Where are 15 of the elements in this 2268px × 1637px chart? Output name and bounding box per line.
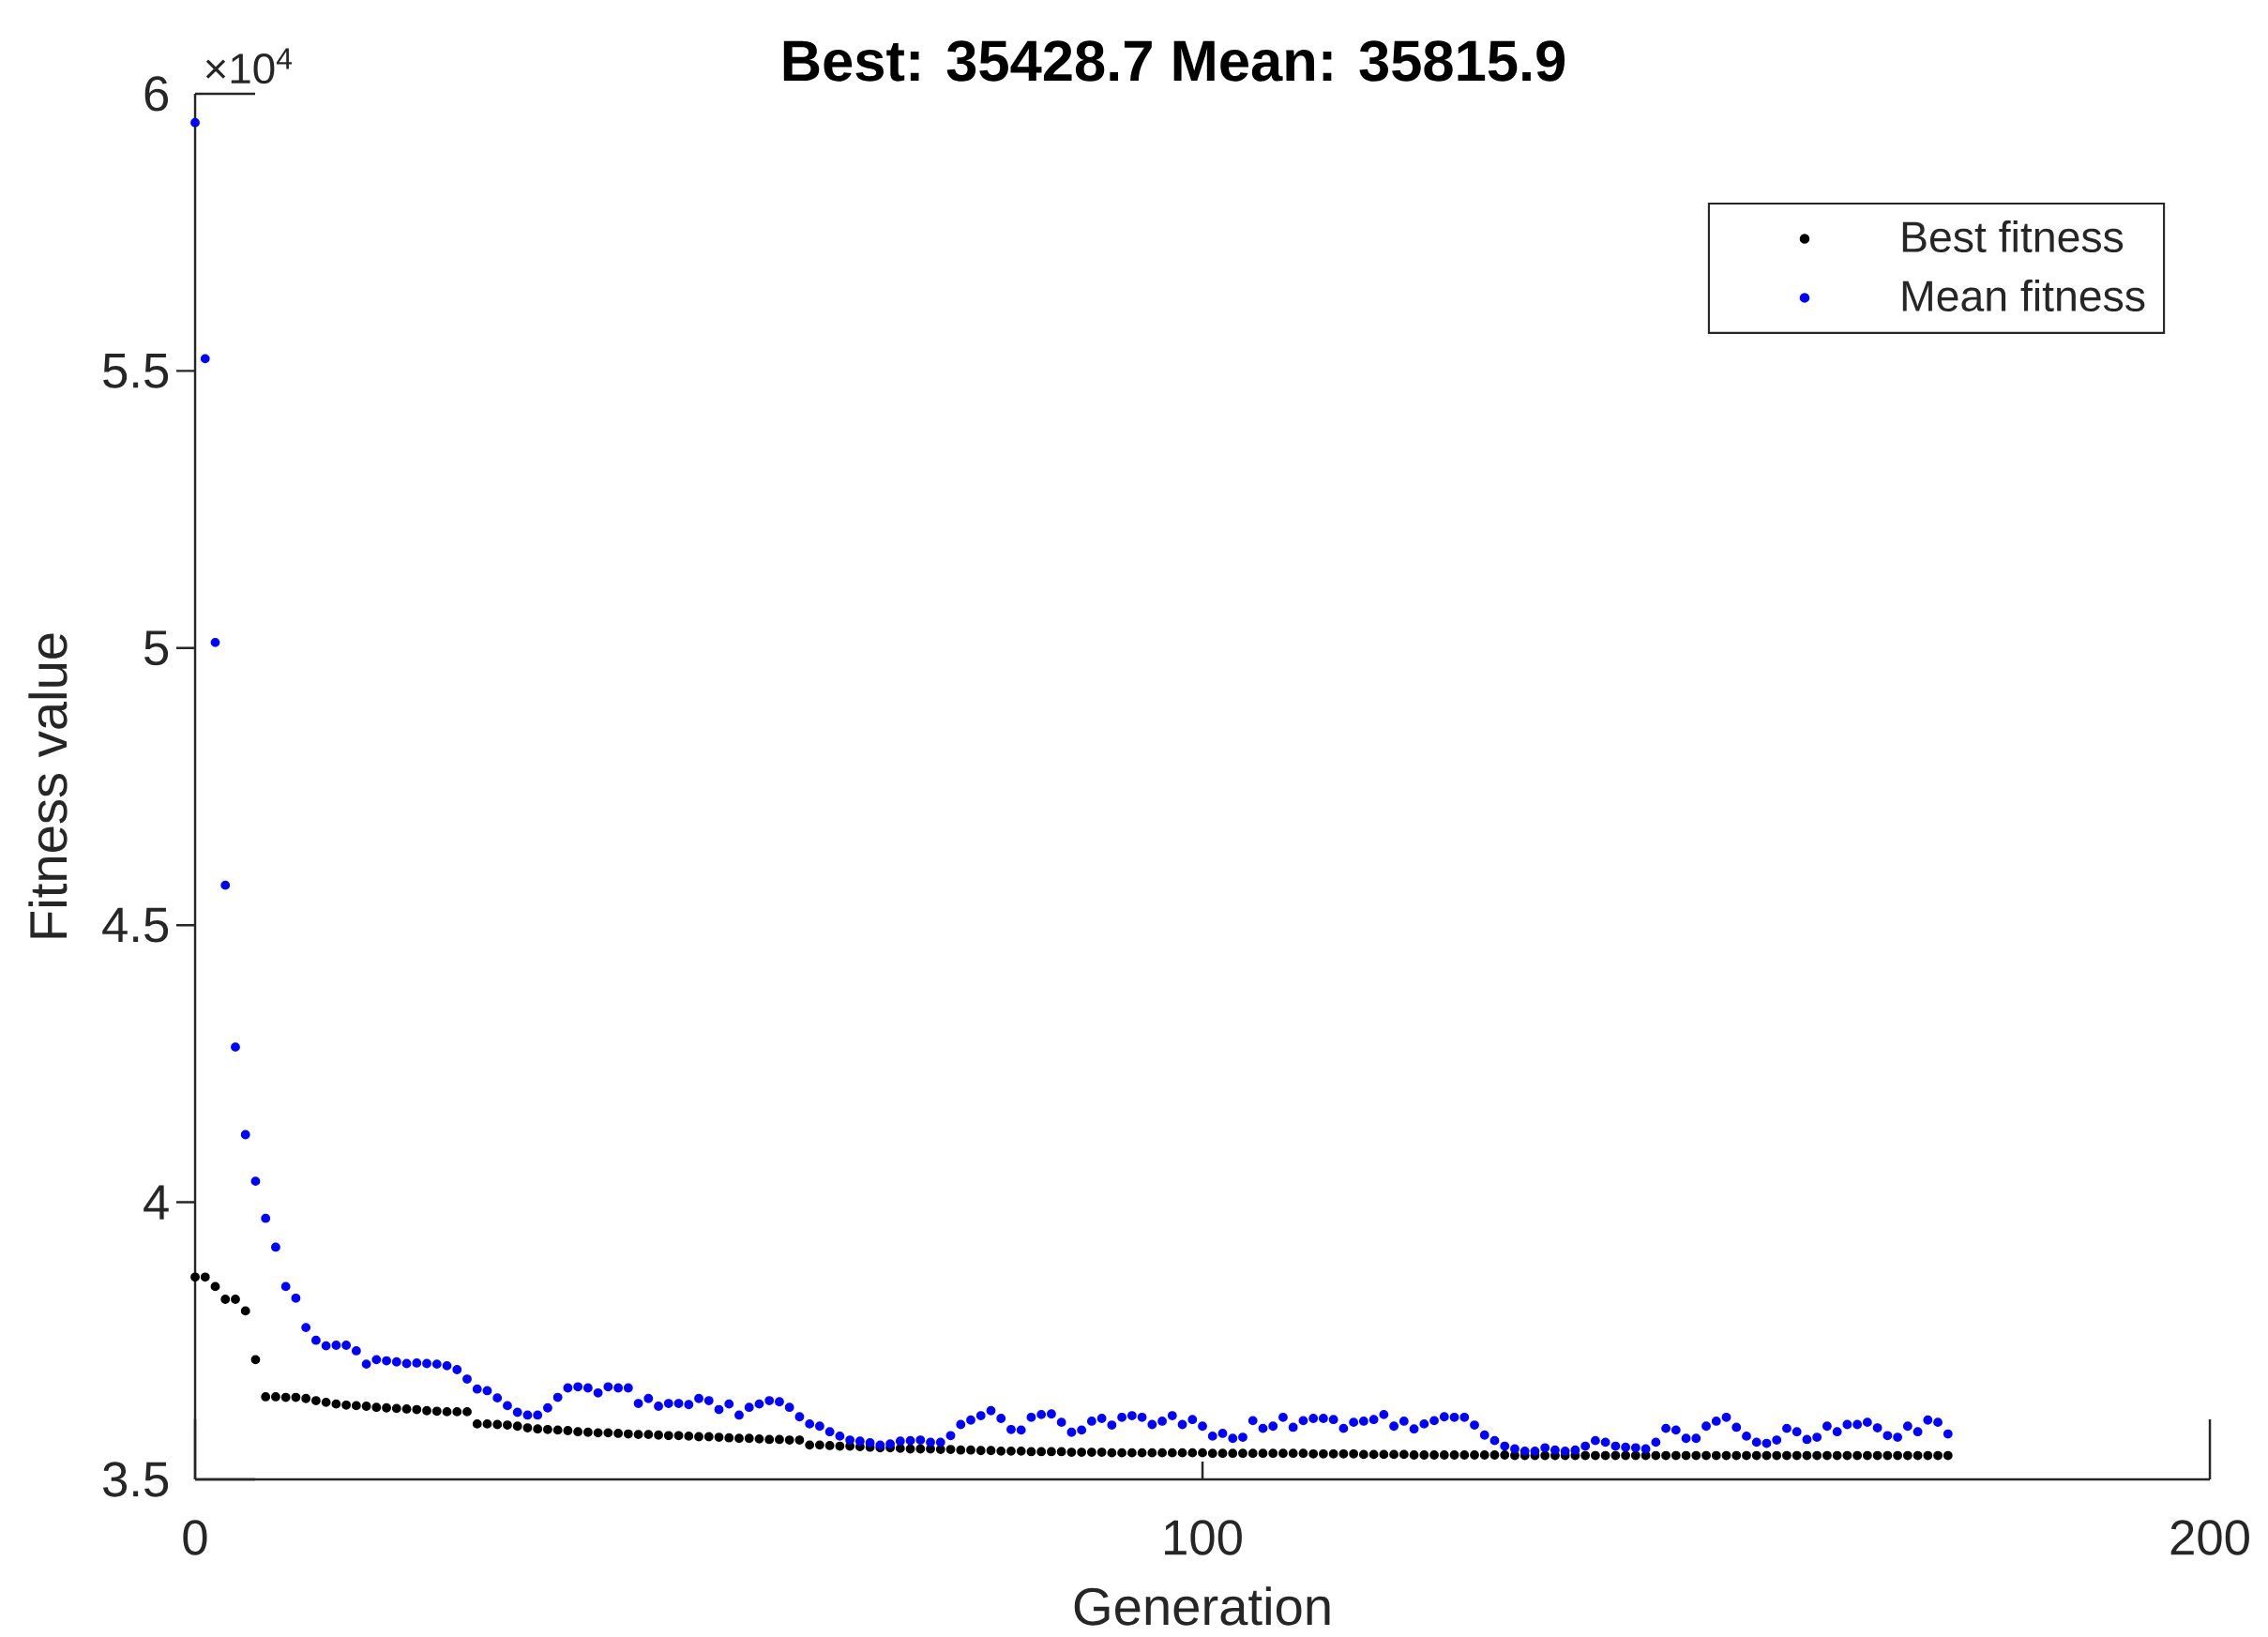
x-tick-label: 0 — [183, 1520, 207, 1555]
y-tick-label: 4 — [144, 1185, 169, 1220]
y-tick-label: 5 — [144, 630, 169, 666]
text: ×10$^{4}$ — [205, 48, 293, 84]
chart-title: Best: 35428.7 Mean: 35815.9 — [783, 40, 1565, 82]
x-tick-label: 100 — [1165, 1520, 1242, 1555]
legend-label: Best fitness — [1902, 220, 2124, 253]
y-tick-label: 4.5 — [102, 907, 169, 943]
y-tick-label: 3.5 — [103, 1462, 169, 1497]
x-axis-title: Generation — [1074, 1586, 1330, 1626]
y-tick-label: 6 — [144, 76, 168, 112]
x-tick-label: 200 — [2170, 1520, 2249, 1555]
y-axis-title: Fitness value — [28, 633, 68, 938]
legend-label: Mean fitness — [1902, 279, 2145, 312]
y-tick-label: 5.5 — [103, 353, 169, 388]
